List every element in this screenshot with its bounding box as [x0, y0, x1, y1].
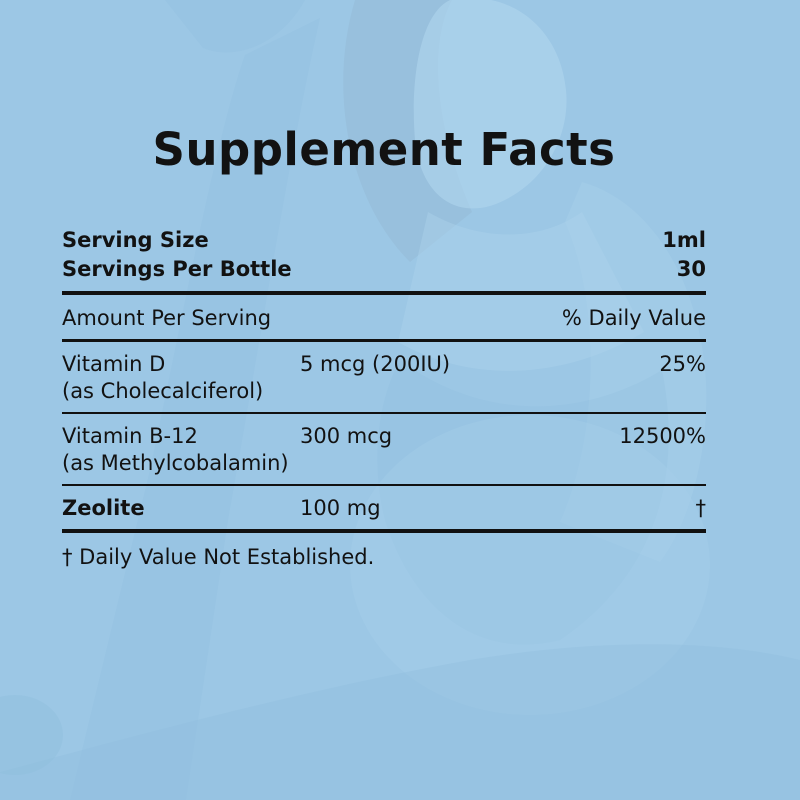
nutrient-name-cell: Vitamin B-12 (as Methylcobalamin): [62, 423, 300, 477]
nutrient-daily-value: 12500%: [619, 423, 706, 448]
servings-per-bottle-value: 30: [676, 256, 706, 281]
nutrient-name: Vitamin B-12: [62, 423, 198, 448]
nutrient-amount: 100 mg: [300, 495, 381, 520]
nutrient-amount: 300 mcg: [300, 423, 393, 448]
footnote: † Daily Value Not Established.: [62, 544, 375, 569]
table-row-zeolite: Zeolite 100 mg †: [62, 486, 706, 529]
serving-size-label: Serving Size: [62, 227, 209, 252]
head-shape: [413, 0, 567, 209]
label-content: Supplement Facts Serving Size 1ml Servin…: [62, 0, 706, 572]
far-arm-shape: [560, 182, 707, 562]
servings-per-bottle-row: Servings Per Bottle 30: [62, 255, 706, 284]
table-header-row: Amount Per Serving % Daily Value: [62, 295, 706, 339]
nutrient-form: (as Methylcobalamin): [62, 450, 289, 475]
nutrient-daily-value-dagger: †: [695, 495, 707, 520]
serving-size-value: 1ml: [662, 227, 706, 252]
divider-row-2: [62, 483, 706, 486]
sports-bra-shape: [377, 360, 669, 645]
bottom-shadow-shape: [0, 644, 800, 800]
hand-shape: [165, 0, 305, 53]
divider-bottom-thick: [62, 528, 706, 533]
nutrient-name: Zeolite: [62, 495, 145, 520]
serving-size-row: Serving Size 1ml: [62, 226, 706, 255]
raised-arm-shape: [70, 18, 320, 800]
page-title: Supplement Facts: [152, 123, 616, 176]
nutrient-amount: 5 mcg (200IU): [300, 351, 451, 376]
nutrient-name-cell: Zeolite: [62, 495, 300, 522]
divider-row-1: [62, 411, 706, 414]
table-row-vitamin-b12: Vitamin B-12 (as Methylcobalamin) 300 mc…: [62, 414, 706, 484]
table-row-vitamin-d: Vitamin D (as Cholecalciferol) 5 mcg (20…: [62, 342, 706, 412]
nutrient-name: Vitamin D: [62, 351, 166, 376]
divider-top-thick: [62, 290, 706, 295]
nutrient-daily-value: 25%: [659, 351, 706, 376]
nutrient-form: (as Cholecalciferol): [62, 378, 264, 403]
torso-shape: [350, 415, 710, 715]
serving-info: Serving Size 1ml Servings Per Bottle 30: [62, 226, 706, 284]
servings-per-bottle-label: Servings Per Bottle: [62, 256, 292, 281]
divider-under-header: [62, 338, 706, 342]
amount-per-serving-header: Amount Per Serving: [62, 305, 272, 330]
nutrient-name-cell: Vitamin D (as Cholecalciferol): [62, 351, 300, 405]
left-edge-shadow-shape: [0, 695, 63, 775]
daily-value-header: % Daily Value: [561, 305, 706, 330]
hair-shape: [343, 0, 472, 262]
